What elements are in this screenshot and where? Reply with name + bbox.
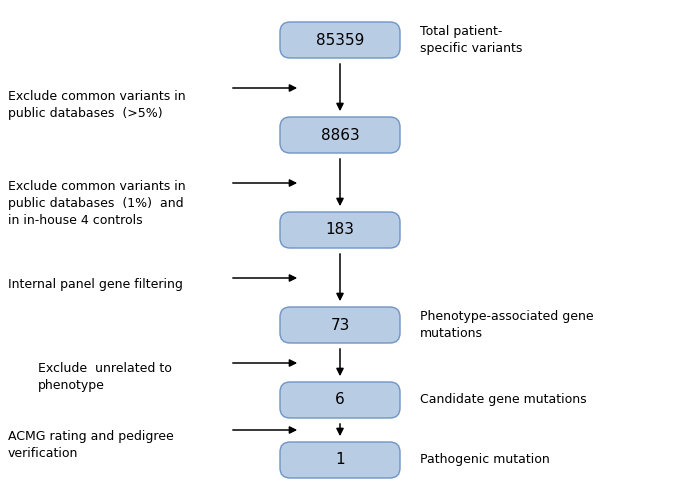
Text: Phenotype-associated gene
mutations: Phenotype-associated gene mutations xyxy=(420,310,594,340)
FancyBboxPatch shape xyxy=(280,307,400,343)
Text: 73: 73 xyxy=(330,317,349,332)
Text: 8863: 8863 xyxy=(321,127,360,142)
FancyBboxPatch shape xyxy=(280,117,400,153)
FancyBboxPatch shape xyxy=(280,442,400,478)
Text: Exclude common variants in
public databases  (>5%): Exclude common variants in public databa… xyxy=(8,90,186,120)
Text: Total patient-
specific variants: Total patient- specific variants xyxy=(420,25,523,55)
Text: 183: 183 xyxy=(325,222,355,237)
Text: Pathogenic mutation: Pathogenic mutation xyxy=(420,454,550,466)
Text: Candidate gene mutations: Candidate gene mutations xyxy=(420,393,586,406)
Text: 85359: 85359 xyxy=(316,33,364,47)
Text: 1: 1 xyxy=(335,453,345,467)
Text: 6: 6 xyxy=(335,392,345,407)
Text: Internal panel gene filtering: Internal panel gene filtering xyxy=(8,278,183,291)
Text: Exclude common variants in
public databases  (1%)  and
in in-house 4 controls: Exclude common variants in public databa… xyxy=(8,180,186,227)
Text: Exclude  unrelated to
phenotype: Exclude unrelated to phenotype xyxy=(38,362,172,392)
FancyBboxPatch shape xyxy=(280,382,400,418)
FancyBboxPatch shape xyxy=(280,212,400,248)
FancyBboxPatch shape xyxy=(280,22,400,58)
Text: ACMG rating and pedigree
verification: ACMG rating and pedigree verification xyxy=(8,430,174,460)
